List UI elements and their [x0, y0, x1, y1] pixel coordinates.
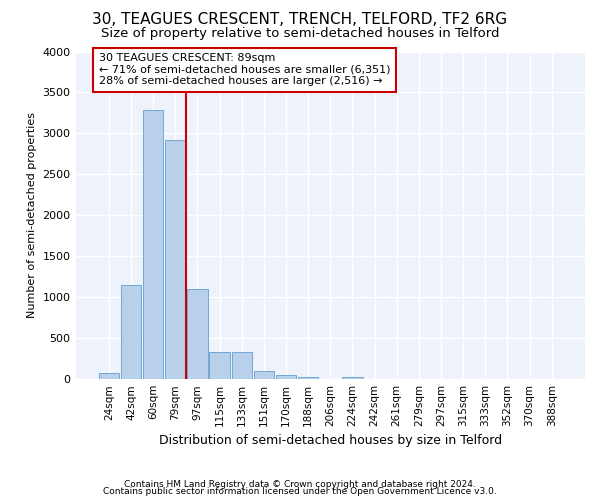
Bar [143, 110, 163, 379]
Bar [254, 372, 274, 379]
Text: Size of property relative to semi-detached houses in Telford: Size of property relative to semi-detach… [101, 28, 499, 40]
Bar [165, 140, 185, 379]
Bar [98, 373, 119, 379]
Bar [342, 377, 362, 379]
X-axis label: Distribution of semi-detached houses by size in Telford: Distribution of semi-detached houses by … [159, 434, 502, 448]
Bar [232, 352, 252, 379]
Text: Contains HM Land Registry data © Crown copyright and database right 2024.: Contains HM Land Registry data © Crown c… [124, 480, 476, 489]
Bar [187, 289, 208, 379]
Bar [276, 374, 296, 379]
Text: 30, TEAGUES CRESCENT, TRENCH, TELFORD, TF2 6RG: 30, TEAGUES CRESCENT, TRENCH, TELFORD, T… [92, 12, 508, 28]
Text: Contains public sector information licensed under the Open Government Licence v3: Contains public sector information licen… [103, 488, 497, 496]
Y-axis label: Number of semi-detached properties: Number of semi-detached properties [27, 112, 37, 318]
Bar [209, 352, 230, 379]
Text: 30 TEAGUES CRESCENT: 89sqm
← 71% of semi-detached houses are smaller (6,351)
28%: 30 TEAGUES CRESCENT: 89sqm ← 71% of semi… [99, 53, 391, 86]
Bar [121, 285, 141, 379]
Bar [298, 376, 319, 379]
